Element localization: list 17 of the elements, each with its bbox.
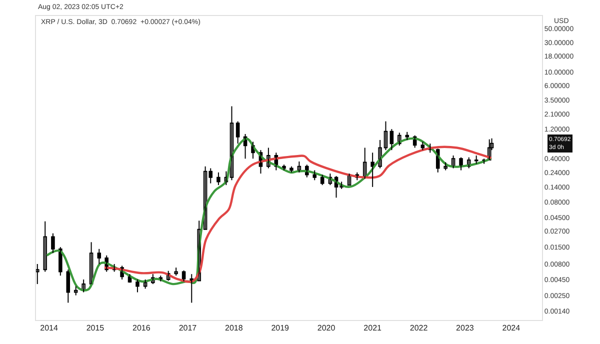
line-series — [103, 146, 492, 283]
x-tick-label: 2016 — [132, 324, 151, 333]
x-tick-label: 2021 — [364, 324, 382, 333]
x-tick-label: 2014 — [40, 324, 58, 333]
x-tick-label: 2023 — [456, 324, 474, 333]
candlestick — [405, 131, 410, 140]
x-tick-label: 2018 — [225, 324, 244, 333]
candlestick — [74, 286, 78, 296]
x-tick-label: 2015 — [86, 324, 105, 333]
x-tick-label: 2020 — [317, 324, 336, 333]
x-tick-label: 2019 — [271, 324, 290, 333]
candlestick — [474, 155, 478, 164]
x-tick-label: 2024 — [502, 324, 521, 333]
x-tick-label: 2022 — [410, 324, 428, 333]
candlestick — [444, 162, 448, 171]
x-tick-label: 2017 — [178, 324, 198, 333]
candlestick — [36, 264, 40, 285]
